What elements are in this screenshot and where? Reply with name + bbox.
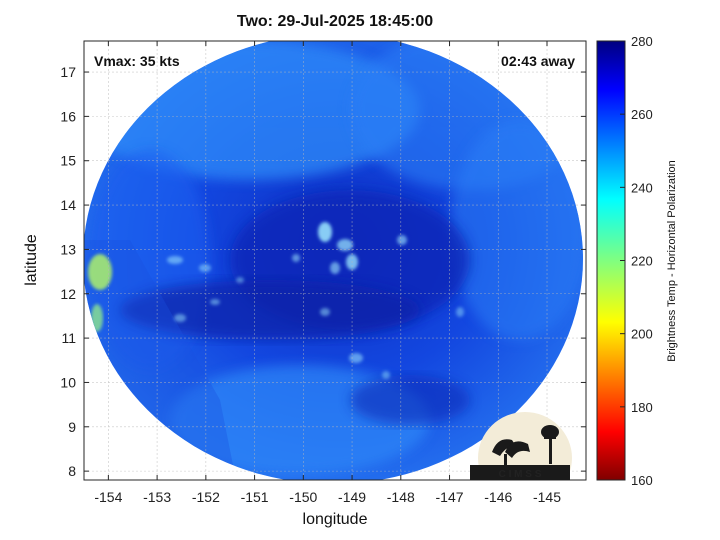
y-tick-label: 16 <box>60 108 76 124</box>
y-axis-ticks: 8 9 10 11 12 13 14 15 16 17 <box>60 64 586 479</box>
x-axis-ticks: -154 -153 -152 -151 -150 -149 -148 -147 -146 -145 <box>94 41 561 505</box>
y-tick-label: 15 <box>60 153 76 169</box>
y-tick-label: 10 <box>60 374 76 390</box>
colorbar-tick-label: 220 <box>631 254 653 269</box>
y-tick-label: 8 <box>68 463 76 479</box>
colorbar-tick-label: 240 <box>631 180 653 195</box>
y-axis-label: latitude <box>23 234 40 286</box>
axes-frame <box>83 40 587 481</box>
map-grid <box>84 41 586 480</box>
colorbar-tick-label: 180 <box>631 400 653 415</box>
rain-band-south <box>120 280 420 340</box>
colorbar-ticks: 160 180 200 220 240 260 280 <box>620 34 653 488</box>
y-tick-label: 12 <box>60 286 76 302</box>
x-tick-label: -154 <box>94 489 122 505</box>
colorbar-tick-label: 160 <box>631 473 653 488</box>
warm-edge-patch <box>88 254 112 290</box>
x-tick-label: -151 <box>241 489 269 505</box>
swath-outer-band-east <box>450 120 583 340</box>
y-tick-label: 11 <box>61 330 76 346</box>
cimss-logo: C I M S S <box>470 412 572 480</box>
warm-edge-patch-south <box>91 304 103 332</box>
figure-title: Two: 29-Jul-2025 18:45:00 <box>236 13 434 30</box>
y-tick-label: 9 <box>68 419 76 435</box>
vmax-label: Vmax: 35 kts <box>94 53 180 69</box>
x-axis-label: longitude <box>302 511 368 528</box>
x-tick-label: -148 <box>387 489 415 505</box>
x-tick-label: -152 <box>192 489 220 505</box>
time-away-label: 02:43 away <box>501 53 575 69</box>
colorbar-label: Brightness Temp - Horizontal Polarizatio… <box>666 160 678 362</box>
x-tick-label: -153 <box>143 489 171 505</box>
colorbar-tick-label: 200 <box>631 327 653 342</box>
x-tick-label: -150 <box>289 489 317 505</box>
logo-text: C I M S S <box>499 469 542 480</box>
y-tick-label: 13 <box>60 241 76 257</box>
x-tick-label: -145 <box>533 489 561 505</box>
y-tick-label: 14 <box>60 197 76 213</box>
rain-band-southeast <box>350 375 470 425</box>
x-tick-label: -149 <box>338 489 366 505</box>
x-tick-label: -147 <box>436 489 464 505</box>
colorbar-tick-label: 260 <box>631 107 653 122</box>
y-tick-label: 17 <box>60 64 76 80</box>
warm-cloud-patches <box>167 222 464 379</box>
x-tick-label: -146 <box>484 489 512 505</box>
colorbar-tick-label: 280 <box>631 34 653 49</box>
